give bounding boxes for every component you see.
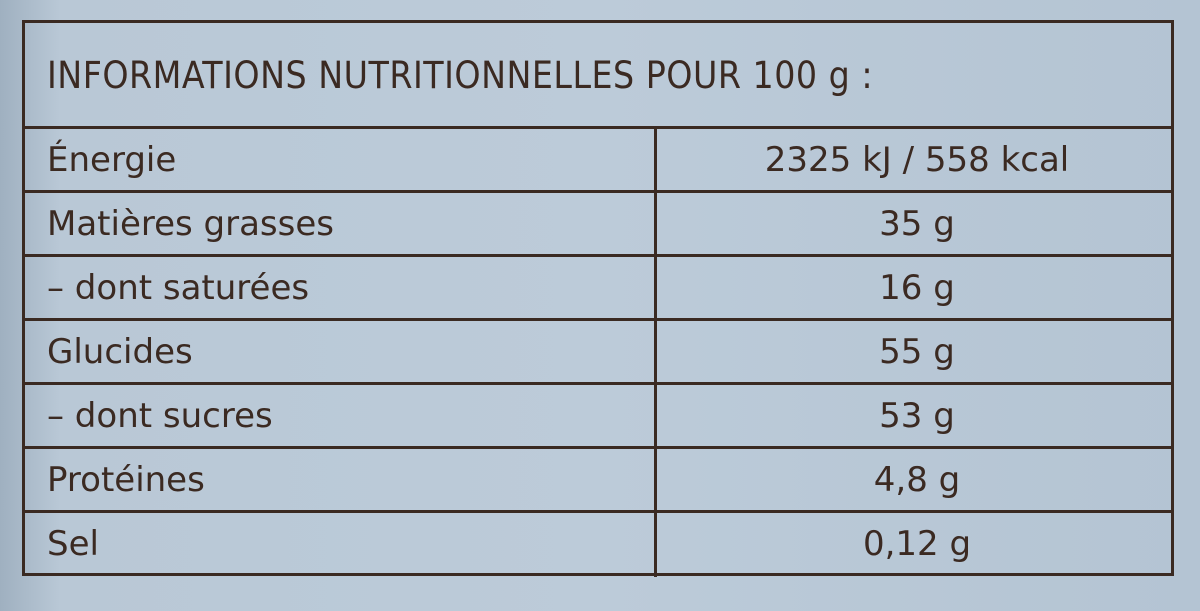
nutrient-value: 55 g xyxy=(879,332,955,372)
table-body: Énergie 2325 kJ / 558 kcal Matières grasse… xyxy=(25,129,1171,577)
nutrient-value: 16 g xyxy=(879,268,955,308)
nutrient-name: Protéines xyxy=(25,449,657,510)
table-row: – dont sucres 53 g xyxy=(25,385,1171,449)
nutrient-name: Matières grasses xyxy=(25,193,657,254)
nutrient-value: 0,12 g xyxy=(862,524,972,564)
table-row: – dont saturées 16 g xyxy=(25,257,1171,321)
table-title: INFORMATIONS NUTRITIONNELLES POUR 100 g … xyxy=(25,23,1171,129)
nutrient-name: Sel xyxy=(25,513,657,577)
nutrient-name: – dont saturées xyxy=(25,257,657,318)
table-row: Protéines 4,8 g xyxy=(25,449,1171,513)
nutrition-table: INFORMATIONS NUTRITIONNELLES POUR 100 g … xyxy=(22,20,1174,577)
table-row: Matières grasses 35 g xyxy=(25,193,1171,257)
nutrient-value: 53 g xyxy=(879,396,955,436)
table-row: Sel 0,12 g xyxy=(25,513,1171,577)
nutrient-name: – dont sucres xyxy=(25,385,657,446)
table-row: Énergie 2325 kJ / 558 kcal xyxy=(25,129,1171,193)
nutrient-value: 4,8 g xyxy=(873,460,961,500)
nutrient-value: 35 g xyxy=(879,204,955,244)
nutrient-value: 2325 kJ / 558 kcal xyxy=(764,140,1070,180)
table-row: Glucides 55 g xyxy=(25,321,1171,385)
nutrient-name: Glucides xyxy=(25,321,657,382)
nutrient-name: Énergie xyxy=(25,129,657,190)
